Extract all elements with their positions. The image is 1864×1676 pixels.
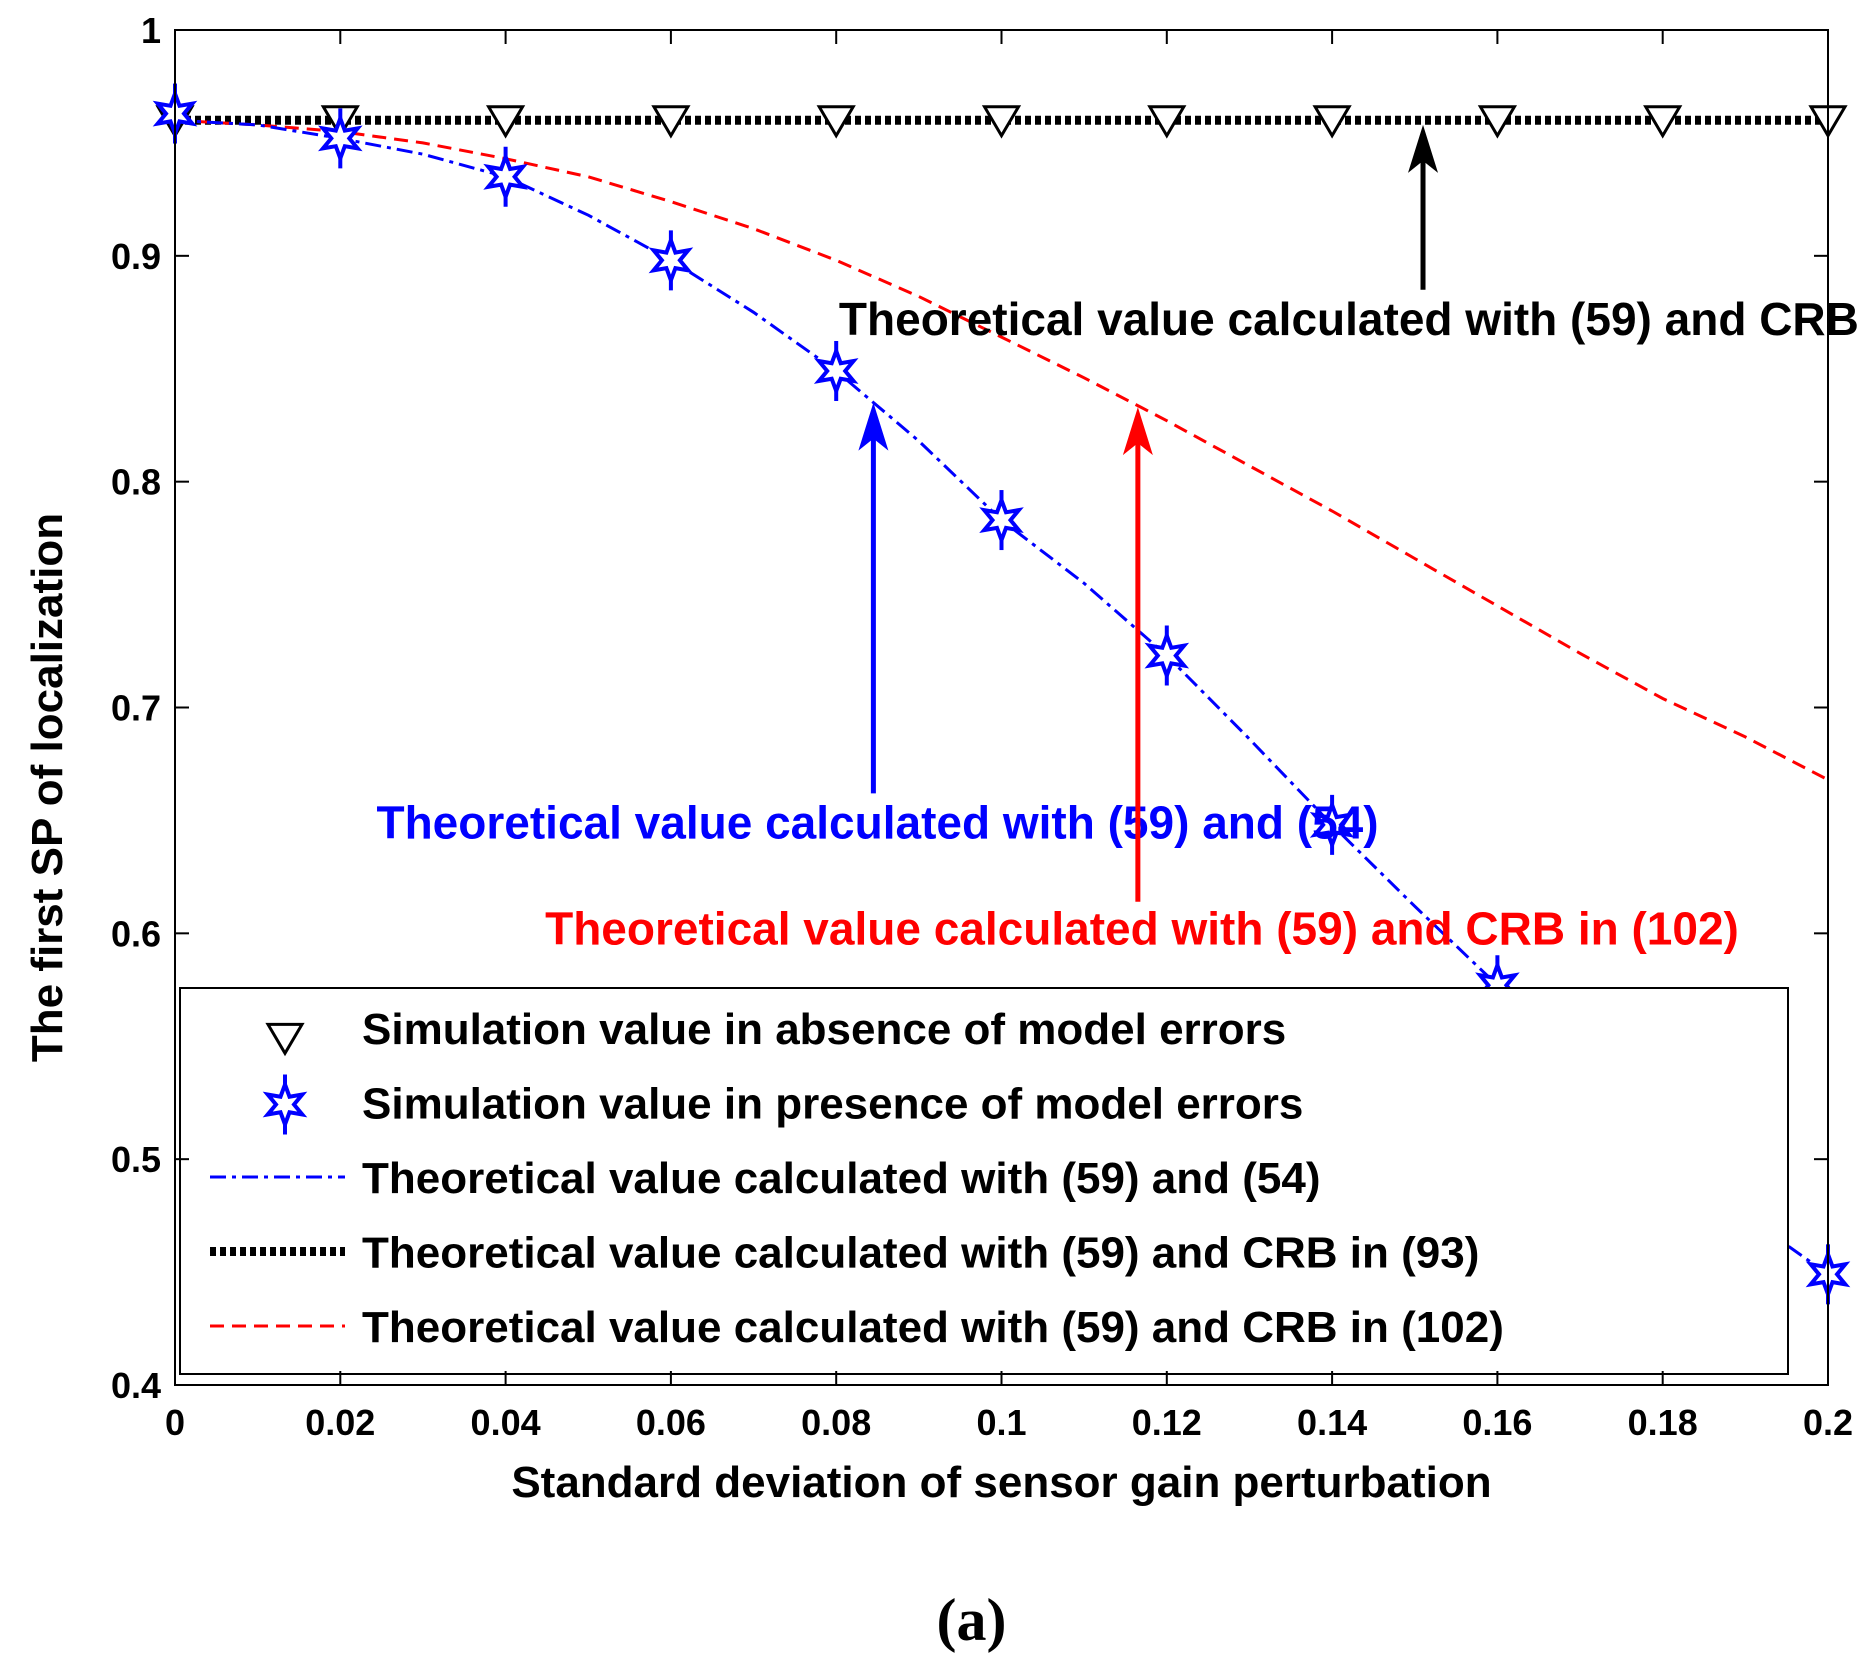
star-marker: [979, 490, 1024, 551]
axis-ticks: 0 0.02 0.04 0.06 0.08 0.1 0.12 0.14 0.16 0.18 0.2 0…: [111, 10, 1853, 1443]
legend-item-4: Theoretical value calculated with (59) a…: [210, 1303, 1504, 1352]
triangle-marker: [651, 105, 691, 139]
star-marker: [483, 146, 528, 207]
legend: Simulation value in absence of model err…: [179, 987, 1789, 1375]
x-tick-label: 0.06: [636, 1402, 706, 1443]
legend-triangle-icon: [265, 1022, 305, 1057]
legend-item-2: Theoretical value calculated with (59) a…: [210, 1154, 1321, 1203]
triangle-marker: [1147, 105, 1187, 139]
legend-label: Theoretical value calculated with (59) a…: [362, 1154, 1321, 1203]
x-tick-label: 0.18: [1628, 1402, 1698, 1443]
star-marker: [1144, 625, 1190, 686]
annotation-label: Theoretical value calculated with (59) a…: [839, 293, 1864, 345]
y-tick-label: 0.7: [111, 688, 161, 729]
triangle-marker: [1643, 105, 1683, 139]
x-tick-label: 0.08: [801, 1402, 871, 1443]
triangle-marker: [485, 105, 526, 139]
x-axis-label: Standard deviation of sensor gain pertur…: [511, 1458, 1491, 1507]
y-axis-label: The first SP of localization: [23, 513, 72, 1062]
annotation-2: Theoretical value calculated with (59) a…: [545, 407, 1739, 955]
legend-label: Simulation value in presence of model er…: [362, 1080, 1303, 1129]
annotation-arrow-head: [1408, 124, 1439, 173]
x-tick-label: 0.12: [1132, 1402, 1202, 1443]
triangle-marker: [816, 105, 856, 139]
annotation-arrow-head: [858, 402, 889, 451]
x-tick-label: 0.16: [1462, 1402, 1532, 1443]
legend-item-1: Simulation value in presence of model er…: [262, 1074, 1303, 1135]
triangle-marker: [1312, 105, 1352, 139]
legend-star-icon: [262, 1074, 308, 1135]
y-tick-label: 0.8: [111, 462, 161, 503]
x-tick-label: 0.1: [976, 1402, 1026, 1443]
x-tick-label: 0.14: [1297, 1402, 1367, 1443]
x-tick-label: 0.04: [471, 1402, 541, 1443]
figure-caption: (a): [937, 1587, 1007, 1653]
series-4: [174, 118, 1829, 782]
annotation-arrow-head: [1122, 407, 1153, 456]
y-tick-label: 0.4: [111, 1365, 161, 1406]
y-tick-label: 0.5: [111, 1139, 161, 1180]
y-tick-label: 0.9: [111, 236, 161, 277]
x-tick-label: 0: [165, 1402, 185, 1443]
x-tick-label: 0.2: [1803, 1402, 1853, 1443]
annotation-1: Theoretical value calculated with (59) a…: [376, 402, 1379, 848]
annotation-layer: Theoretical value calculated with (59) a…: [376, 124, 1864, 955]
legend-box: [179, 987, 1789, 1375]
triangle-marker: [1477, 105, 1518, 139]
star-marker: [318, 108, 363, 169]
triangle-marker: [981, 105, 1022, 139]
star-marker: [1309, 794, 1355, 855]
y-tick-label: 0.6: [111, 913, 161, 954]
legend-label: Theoretical value calculated with (59) a…: [362, 1229, 1479, 1278]
y-tick-label: 1: [141, 10, 161, 51]
legend-item-0: Simulation value in absence of model err…: [265, 1005, 1286, 1057]
annotation-label: Theoretical value calculated with (59) a…: [545, 903, 1739, 955]
star-marker: [813, 341, 859, 402]
legend-item-3: Theoretical value calculated with (59) a…: [210, 1229, 1479, 1278]
series-line: [174, 118, 1829, 782]
star-marker: [648, 230, 694, 291]
annotation-0: Theoretical value calculated with (59) a…: [839, 124, 1864, 345]
legend-label: Theoretical value calculated with (59) a…: [362, 1303, 1504, 1352]
x-tick-label: 0.02: [305, 1402, 375, 1443]
annotation-label: Theoretical value calculated with (59) a…: [376, 796, 1378, 848]
legend-label: Simulation value in absence of model err…: [362, 1005, 1286, 1054]
